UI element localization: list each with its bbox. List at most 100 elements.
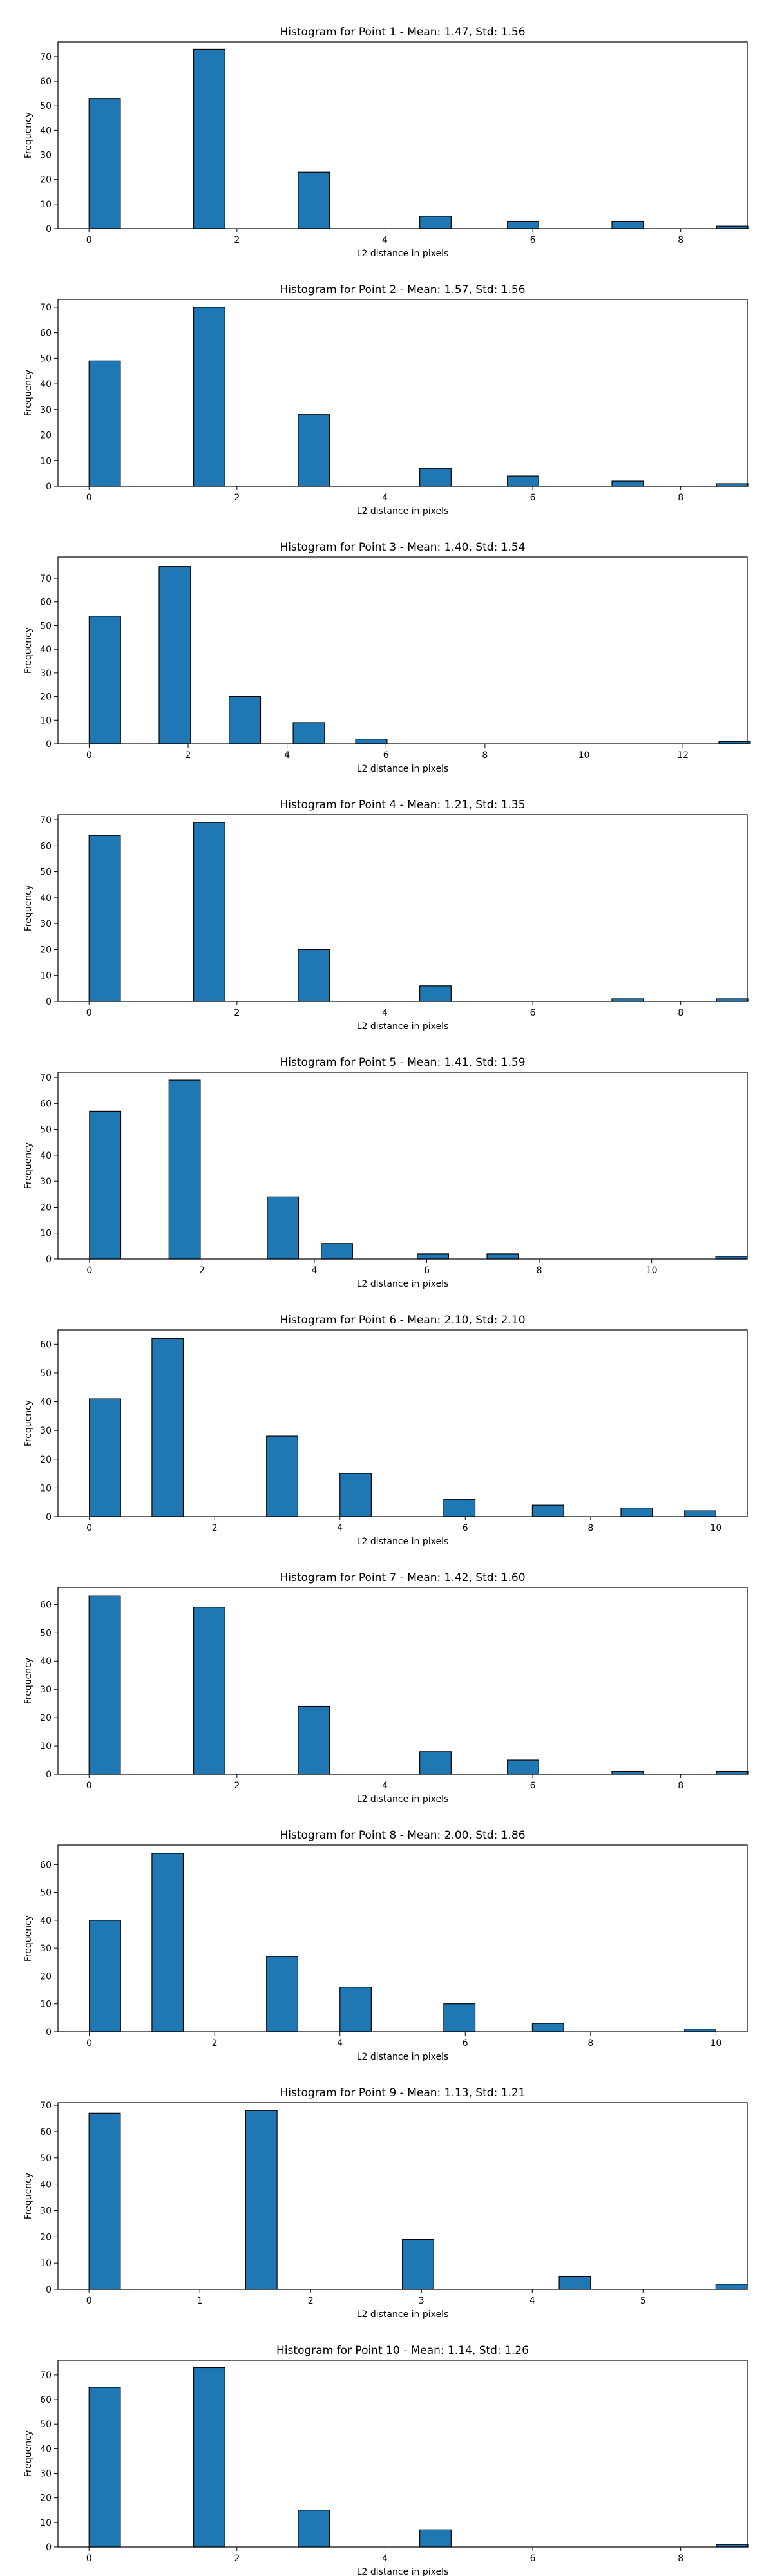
x-tick-label: 6 (530, 235, 536, 245)
y-tick-label: 40 (40, 1397, 52, 1408)
histogram-bar (507, 1759, 539, 1775)
histogram-panel-9: Histogram for Point 9 - Mean: 1.13, Std:… (23, 2087, 748, 2320)
histogram-bar (684, 1510, 716, 1517)
x-axis-label: L2 distance in pixels (357, 764, 449, 774)
histogram-bar (151, 1338, 184, 1517)
x-tick-label: 8 (587, 2038, 593, 2049)
x-axis-label: L2 distance in pixels (357, 2567, 449, 2576)
y-tick-label: 60 (40, 2127, 52, 2137)
y-tick-label: 20 (40, 945, 52, 955)
y-axis-label: Frequency (23, 627, 33, 674)
y-tick-label: 20 (40, 1202, 52, 1213)
y-tick-label: 0 (46, 1255, 52, 1265)
histogram-bar (558, 2275, 591, 2290)
y-tick-label: 50 (40, 2154, 52, 2164)
histogram-bar (507, 475, 539, 487)
histogram-bar (88, 2387, 121, 2548)
x-axis-label: L2 distance in pixels (357, 506, 449, 516)
histogram-bar (611, 1771, 644, 1775)
x-tick-label: 0 (86, 750, 92, 761)
y-axis-label: Frequency (23, 885, 33, 931)
histogram-bar (266, 1956, 298, 2032)
y-tick-label: 0 (46, 997, 52, 1007)
histogram-bar (611, 998, 644, 1002)
x-tick-label: 2 (234, 1008, 240, 1018)
histogram-panel-8: Histogram for Point 8 - Mean: 2.00, Std:… (23, 1829, 748, 2062)
histogram-bar (193, 1607, 225, 1775)
y-tick-label: 40 (40, 2180, 52, 2190)
histogram-panel-5: Histogram for Point 5 - Mean: 1.41, Std:… (23, 1056, 748, 1289)
y-axis-label: Frequency (23, 2173, 33, 2219)
axes-frame (57, 1072, 748, 1260)
axes-frame (57, 299, 748, 487)
y-tick-label: 70 (40, 574, 52, 584)
y-tick-label: 70 (40, 1073, 52, 1083)
histogram-bar (193, 822, 225, 1002)
y-axis-label: Frequency (23, 1915, 33, 1962)
histogram-bar (402, 2239, 434, 2290)
y-tick-label: 10 (40, 971, 52, 981)
histogram-bar (88, 1595, 121, 1775)
histogram-bar (716, 998, 749, 1002)
histogram-bar (339, 1987, 372, 2032)
chart-title: Histogram for Point 9 - Mean: 1.13, Std:… (280, 2087, 525, 2099)
x-tick-label: 10 (646, 1265, 658, 1276)
histogram-bar (298, 949, 330, 1002)
y-tick-label: 70 (40, 2371, 52, 2381)
x-tick-label: 6 (463, 2038, 468, 2049)
y-axis-label: Frequency (23, 1400, 33, 1446)
x-tick-label: 4 (382, 1008, 388, 1018)
y-tick-label: 10 (40, 1483, 52, 1493)
y-tick-label: 30 (40, 405, 52, 415)
histogram-bar (245, 2110, 278, 2290)
y-tick-label: 40 (40, 126, 52, 136)
y-tick-label: 60 (40, 77, 52, 87)
y-tick-label: 0 (46, 1512, 52, 1522)
histogram-bar (531, 1504, 564, 1517)
x-tick-label: 2 (212, 2038, 218, 2049)
y-tick-label: 40 (40, 2444, 52, 2454)
y-tick-label: 0 (46, 2543, 52, 2553)
y-tick-label: 50 (40, 621, 52, 631)
histogram-bar (355, 739, 388, 744)
x-tick-label: 0 (86, 1781, 92, 1791)
histogram-bar (486, 1253, 519, 1260)
y-tick-label: 30 (40, 1177, 52, 1187)
x-tick-label: 2 (234, 1781, 240, 1791)
histogram-bar (229, 696, 262, 744)
histogram-bar (193, 2367, 225, 2548)
y-tick-label: 50 (40, 1888, 52, 1899)
y-tick-label: 50 (40, 1125, 52, 1135)
y-tick-label: 0 (46, 482, 52, 492)
histogram-bar (611, 220, 644, 229)
y-tick-label: 40 (40, 1151, 52, 1161)
x-tick-label: 4 (382, 493, 388, 503)
y-tick-label: 10 (40, 715, 52, 726)
x-tick-label: 6 (530, 1008, 536, 1018)
x-tick-label: 0 (86, 1008, 92, 1018)
y-tick-label: 0 (46, 739, 52, 750)
y-tick-label: 10 (40, 2000, 52, 2010)
x-tick-label: 3 (419, 2296, 425, 2306)
y-tick-label: 60 (40, 598, 52, 608)
x-tick-label: 8 (678, 493, 683, 503)
histogram-bar (419, 2529, 452, 2548)
y-tick-label: 50 (40, 101, 52, 111)
y-tick-label: 20 (40, 175, 52, 185)
y-tick-label: 30 (40, 919, 52, 929)
histogram-bar (419, 1751, 452, 1775)
x-tick-label: 8 (678, 1781, 683, 1791)
axes-frame (57, 2360, 748, 2548)
x-tick-label: 4 (530, 2296, 535, 2306)
x-tick-label: 12 (677, 750, 689, 761)
x-tick-label: 1 (197, 2296, 203, 2306)
y-axis-label: Frequency (23, 2430, 33, 2477)
axes-frame (57, 556, 748, 744)
y-tick-label: 40 (40, 645, 52, 655)
histogram-bar (158, 566, 191, 744)
y-tick-label: 10 (40, 2259, 52, 2269)
x-tick-label: 8 (587, 1523, 593, 1533)
histogram-bar (715, 1256, 748, 1260)
x-tick-label: 4 (382, 235, 388, 245)
